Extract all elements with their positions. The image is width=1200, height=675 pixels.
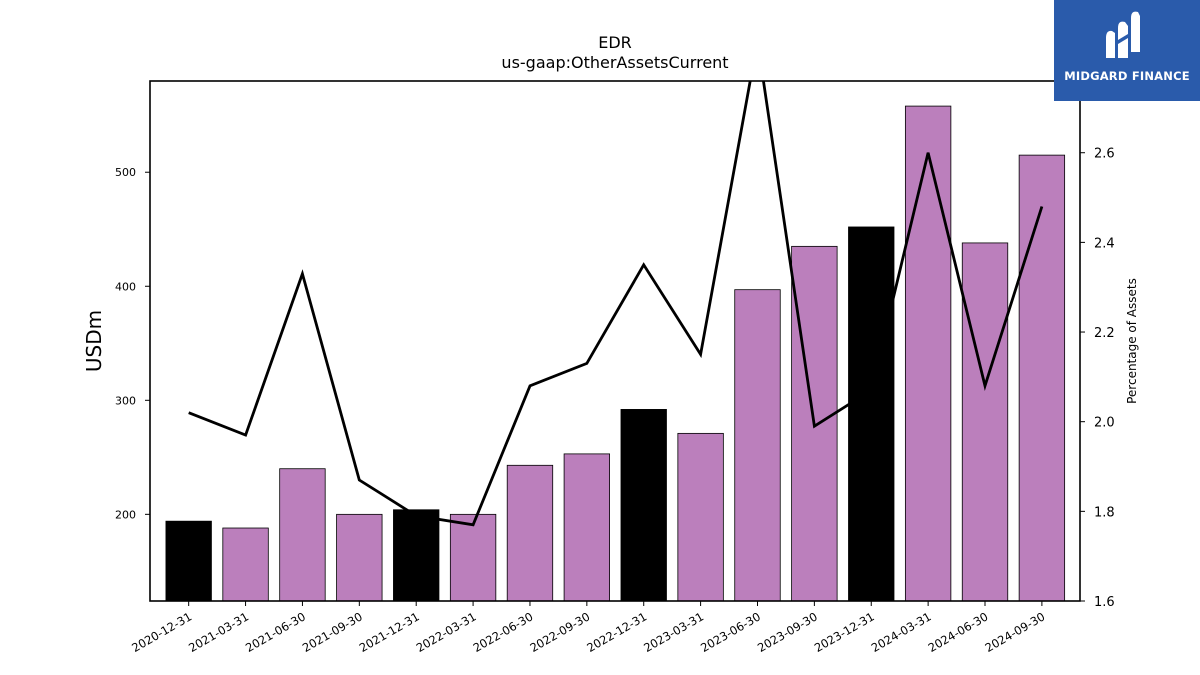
x-tick-label-2022-09-30: 2022-09-30	[527, 609, 592, 655]
percentage-line	[188, 81, 1044, 527]
y2-tick-label-2.4: 2.4	[1094, 236, 1115, 251]
y-tick-label-500: 500	[115, 166, 136, 179]
bar-2024-09-30	[1018, 154, 1066, 602]
bar-2024-03-31	[904, 105, 952, 602]
logo-text: MIDGARD FINANCE	[1064, 69, 1190, 83]
x-tick-label-2022-06-30: 2022-06-30	[471, 609, 536, 655]
y2-axis-label: Percentage of Assets	[1125, 278, 1139, 404]
y-tick-label-400: 400	[115, 280, 136, 293]
y2-tick-label-2.6: 2.6	[1094, 147, 1115, 162]
x-tick-label-2021-06-30: 2021-06-30	[243, 609, 308, 655]
bar-2023-03-31	[677, 432, 724, 602]
y2-tick-label-1.8: 1.8	[1094, 505, 1115, 520]
y-tick-label-200: 200	[115, 508, 136, 521]
bar-2024-06-30	[961, 242, 1009, 602]
x-tick-label-2021-09-30: 2021-09-30	[300, 609, 365, 655]
bar-2023-06-30	[734, 289, 781, 602]
bar-2022-12-31	[620, 409, 667, 602]
y2-tick-label-2.0: 2.0	[1094, 416, 1115, 431]
x-tick-label-2023-12-31: 2023-12-31	[812, 609, 877, 655]
bar-2021-12-31	[393, 509, 440, 602]
x-tick-label-2022-12-31: 2022-12-31	[584, 609, 649, 655]
bar-2023-12-31	[848, 226, 895, 602]
y2-tick-label-1.6: 1.6	[1094, 595, 1115, 610]
y-axis-label: USDm	[82, 310, 106, 372]
bar-2022-03-31	[449, 513, 497, 602]
x-tick-label-2021-12-31: 2021-12-31	[357, 609, 422, 655]
bar-2021-03-31	[222, 527, 269, 602]
x-tick-label-2021-03-31: 2021-03-31	[186, 609, 251, 655]
bar-2020-12-31	[165, 520, 212, 602]
chart-title: EDR	[598, 33, 632, 52]
x-tick-label-2024-06-30: 2024-06-30	[926, 609, 991, 655]
x-tick-label-2024-03-31: 2024-03-31	[869, 609, 934, 655]
midgard-finance-logo: MIDGARD FINANCE	[1054, 0, 1200, 101]
midgard-logo-mark-icon	[1106, 11, 1140, 59]
bar-2022-09-30	[563, 453, 610, 602]
bar-2021-06-30	[279, 468, 326, 602]
x-tick-label-2024-09-30: 2024-09-30	[983, 609, 1048, 655]
bar-2021-09-30	[336, 513, 383, 602]
bar-2022-06-30	[506, 464, 554, 602]
x-tick-label-2022-03-31: 2022-03-31	[414, 609, 479, 655]
x-tick-label-2023-03-31: 2023-03-31	[641, 609, 706, 655]
x-tick-label-2023-06-30: 2023-06-30	[698, 609, 763, 655]
x-tick-label-2020-12-31: 2020-12-31	[129, 609, 194, 655]
plot-frame	[149, 80, 1081, 602]
y-tick-label-300: 300	[115, 394, 136, 407]
chart-subtitle: us-gaap:OtherAssetsCurrent	[501, 53, 728, 72]
x-tick-label-2023-09-30: 2023-09-30	[755, 609, 820, 655]
y2-tick-label-2.2: 2.2	[1094, 326, 1115, 341]
